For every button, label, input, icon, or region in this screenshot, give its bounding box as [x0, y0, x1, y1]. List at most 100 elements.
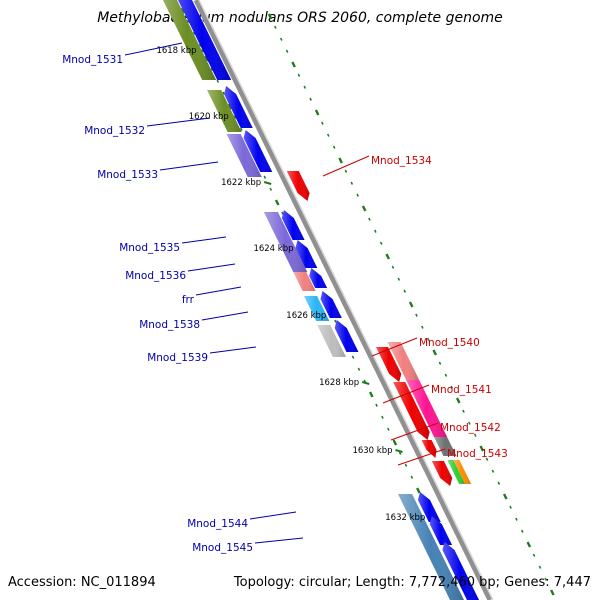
- outer-tick: [544, 577, 548, 581]
- gene-label-forward[interactable]: Mnod_1539: [147, 352, 208, 364]
- inner-tick: [416, 487, 421, 494]
- outer-tick: [415, 313, 418, 317]
- backbone-line: [193, 0, 493, 600]
- outer-tick: [326, 133, 330, 137]
- gene-forward-2-shade: [226, 134, 262, 177]
- cds-forward-arrow-5-shade: [309, 268, 328, 288]
- inner-tick: [351, 355, 355, 359]
- outer-tick: [526, 541, 532, 548]
- inner-tick: [222, 91, 225, 95]
- gene-label-forward[interactable]: Mnod_1531: [62, 54, 123, 66]
- cds-forward-arrow-6-shade: [320, 291, 342, 318]
- outer-tick: [432, 349, 438, 356]
- leader-line-reverse: [371, 337, 418, 357]
- outer-tick: [344, 169, 348, 173]
- ruler-ticks: [180, 7, 555, 599]
- leader-line-forward: [181, 236, 227, 244]
- outer-tick: [321, 121, 324, 125]
- outer-tick: [450, 385, 454, 389]
- gene-forward-8-shade: [398, 494, 464, 600]
- leader-line-forward: [146, 117, 211, 127]
- outer-tick: [479, 445, 485, 452]
- outer-tick: [515, 517, 518, 521]
- outer-tick: [462, 409, 465, 413]
- outer-tick: [426, 337, 430, 341]
- inner-tick: [334, 319, 337, 323]
- inner-tick: [381, 415, 384, 419]
- outer-tick: [291, 61, 296, 68]
- outer-tick: [438, 361, 442, 365]
- gene-forward-3-shade: [263, 212, 308, 272]
- outer-tick: [421, 325, 424, 329]
- outer-tick: [338, 157, 343, 164]
- gene-label-reverse[interactable]: Mnod_1541: [431, 384, 492, 396]
- outer-tick: [285, 49, 289, 53]
- backbone: [193, 0, 494, 600]
- inner-tick: [269, 187, 273, 191]
- gene-label-reverse[interactable]: Mnod_1534: [371, 155, 432, 167]
- inner-tick: [404, 463, 408, 467]
- scale-major-tick: [361, 381, 370, 385]
- inner-tick: [216, 79, 220, 83]
- leader-line-forward: [159, 161, 219, 171]
- outer-tick: [408, 301, 414, 308]
- inner-tick: [410, 475, 414, 479]
- outer-tick: [444, 373, 448, 377]
- gene-label-forward[interactable]: Mnod_1536: [125, 270, 186, 282]
- outer-tick: [267, 13, 273, 20]
- gene-label-forward[interactable]: Mnod_1544: [187, 518, 248, 530]
- outer-tick: [379, 241, 383, 245]
- outer-tick: [303, 85, 307, 89]
- gene-label-reverse[interactable]: Mnod_1542: [440, 422, 501, 434]
- outer-tick: [391, 265, 395, 269]
- gene-reverse-1541-shade: [406, 380, 448, 437]
- scale-label: 1628 kbp: [319, 378, 359, 388]
- gene-forward-5-shade: [293, 272, 316, 291]
- scale-major-tick: [395, 449, 403, 453]
- inner-tick: [369, 391, 374, 398]
- leader-line-forward: [124, 42, 183, 56]
- cds-reverse-1540a-shade: [376, 347, 402, 382]
- outer-tick: [473, 433, 477, 437]
- inner-tick: [387, 427, 390, 431]
- cds-forward-arrow-7-shade: [334, 320, 359, 352]
- inner-tick: [392, 439, 398, 446]
- cds-reverse-1534-shade: [286, 171, 310, 201]
- leader-line-reverse: [397, 448, 446, 466]
- gene-label-reverse[interactable]: Mnod_1543: [447, 448, 508, 460]
- outer-tick: [297, 73, 301, 77]
- leader-line-forward: [187, 263, 236, 272]
- gene-track: [163, 0, 479, 600]
- gene-reverse-1543b-shade: [453, 460, 472, 484]
- cds-forward-arrow-3-shade: [281, 210, 305, 240]
- inner-tick: [375, 403, 378, 407]
- outer-tick: [309, 97, 312, 101]
- gene-labels: 1618 kbp 1620 kbp 1622 kbp 1624 kbp 1626 kbp…: [62, 42, 508, 554]
- cds-forward-arrow-9-shade: [429, 516, 453, 545]
- outer-tick: [550, 589, 555, 596]
- outer-tick: [350, 181, 354, 185]
- outer-tick: [502, 493, 508, 500]
- outer-tick: [403, 289, 406, 293]
- summary-text: Topology: circular; Length: 7,772,460 bp…: [233, 575, 591, 590]
- scale-label: 1626 kbp: [286, 311, 326, 321]
- gene-label-forward[interactable]: Mnod_1535: [119, 242, 180, 254]
- gene-label-forward[interactable]: Mnod_1538: [139, 319, 200, 331]
- gene-label-reverse[interactable]: Mnod_1540: [419, 337, 480, 349]
- cds-forward-arrow-4-shade: [295, 240, 318, 268]
- outer-tick: [361, 205, 367, 212]
- inner-tick: [263, 175, 267, 179]
- gene-reverse-1542-shade: [434, 437, 457, 456]
- outer-tick: [397, 277, 401, 281]
- gene-label-forward[interactable]: Mnod_1533: [97, 169, 158, 181]
- gene-reverse-1540-shade: [387, 342, 420, 380]
- outer-tick: [274, 25, 277, 29]
- gene-label-forward[interactable]: frr: [182, 294, 195, 306]
- backbone-highlight: [198, 0, 494, 600]
- outer-tick: [332, 145, 336, 149]
- cds-reverse-1542a-shade: [421, 440, 437, 458]
- gene-label-forward[interactable]: Mnod_1532: [84, 125, 145, 137]
- gene-label-forward[interactable]: Mnod_1545: [192, 542, 253, 554]
